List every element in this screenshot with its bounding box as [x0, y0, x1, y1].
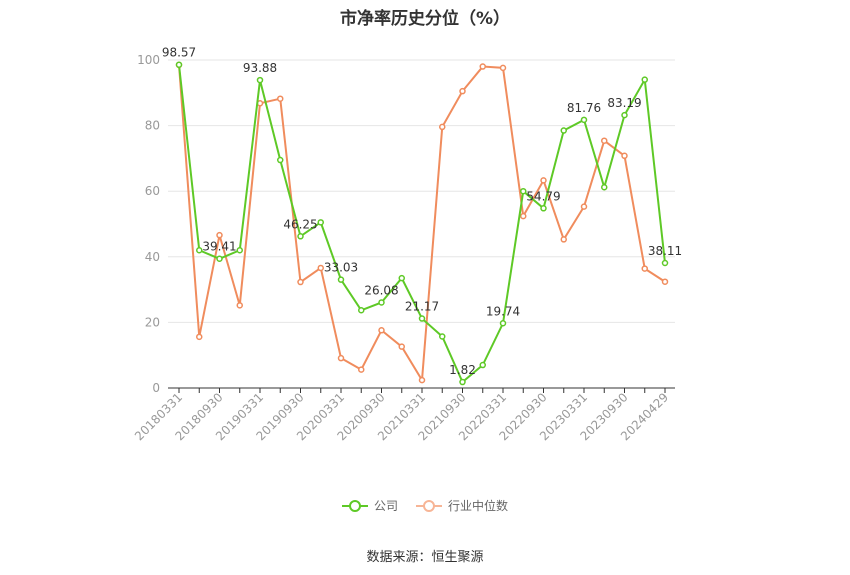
- legend-swatch-company: [341, 499, 368, 513]
- data-point-industry-median: [499, 64, 507, 72]
- data-point-company: [256, 76, 264, 84]
- data-point-company: [196, 246, 203, 254]
- y-tick-label: 40: [145, 250, 160, 264]
- legend-item-industry-median[interactable]: 行业中位数: [416, 497, 508, 514]
- data-label-company: 26.08: [364, 283, 398, 297]
- data-point-company: [378, 299, 385, 306]
- data-point-industry-median: [560, 236, 567, 243]
- data-point-company: [297, 233, 304, 240]
- y-tick-label: 80: [145, 119, 160, 133]
- legend-swatch-industry-median: [416, 499, 442, 513]
- data-label-company: 83.19: [607, 96, 641, 110]
- data-point-industry-median: [358, 366, 365, 373]
- legend-label-company: 公司: [373, 499, 398, 513]
- data-point-industry-median: [216, 231, 223, 239]
- legend-label-industry-median: 行业中位数: [448, 499, 509, 513]
- data-point-company: [439, 333, 446, 340]
- data-label-company: 54.79: [526, 189, 560, 203]
- data-label-company: 98.57: [162, 46, 196, 60]
- data-point-industry-median: [661, 278, 669, 285]
- data-point-company: [337, 276, 345, 283]
- data-point-industry-median: [297, 278, 304, 286]
- y-tick-label: 100: [137, 53, 160, 67]
- data-label-company: 33.03: [324, 261, 358, 275]
- data-point-industry-median: [378, 327, 385, 334]
- data-point-company: [398, 274, 405, 282]
- data-point-company: [540, 205, 547, 212]
- data-point-industry-median: [479, 63, 486, 70]
- data-point-company: [175, 61, 183, 68]
- data-label-company: 93.88: [243, 61, 277, 75]
- data-point-industry-median: [439, 123, 446, 131]
- data-point-industry-median: [337, 354, 345, 362]
- data-point-industry-median: [601, 137, 608, 144]
- data-label-company: 38.11: [648, 244, 682, 258]
- data-label-company: 39.41: [202, 240, 236, 254]
- data-point-industry-median: [580, 203, 588, 210]
- data-point-company: [418, 315, 426, 322]
- data-point-company: [358, 307, 365, 314]
- data-point-company: [317, 219, 324, 226]
- data-point-company: [216, 255, 223, 262]
- data-point-company: [580, 116, 588, 124]
- data-point-industry-median: [398, 343, 405, 350]
- data-point-industry-median: [196, 333, 203, 341]
- data-point-industry-median: [540, 177, 547, 184]
- data-point-industry-median: [459, 87, 466, 95]
- data-point-company: [560, 127, 567, 134]
- chart-title: 市净率历史分位（%）: [339, 9, 511, 29]
- data-label-company: 81.76: [567, 101, 601, 115]
- data-point-company: [479, 361, 486, 369]
- data-source-note: 数据来源：恒生聚源: [366, 550, 484, 565]
- data-label-company: 21.17: [405, 300, 439, 314]
- data-label-company: 19.74: [486, 304, 520, 318]
- data-point-company: [661, 259, 669, 267]
- data-point-industry-median: [641, 265, 648, 272]
- y-tick-label: 20: [145, 315, 160, 329]
- data-point-company: [520, 187, 527, 195]
- data-point-company: [459, 378, 466, 386]
- data-point-industry-median: [317, 264, 324, 272]
- data-point-company: [277, 156, 284, 164]
- data-point-industry-median: [621, 152, 628, 160]
- data-point-company: [621, 111, 628, 119]
- data-point-company: [601, 184, 608, 191]
- data-point-industry-median: [418, 376, 426, 384]
- y-tick-label: 0: [152, 381, 160, 395]
- data-point-industry-median: [277, 95, 284, 102]
- y-tick-label: 60: [145, 184, 160, 198]
- data-point-company: [236, 246, 243, 254]
- data-point-company: [499, 320, 507, 327]
- data-point-industry-median: [236, 302, 243, 309]
- data-point-company: [641, 76, 648, 83]
- data-label-company: 1.82: [449, 363, 476, 377]
- data-point-industry-median: [520, 212, 527, 220]
- chart-legend: 公司 行业中位数: [0, 497, 850, 514]
- data-label-company: 46.25: [283, 217, 317, 231]
- legend-item-company[interactable]: 公司: [341, 497, 398, 514]
